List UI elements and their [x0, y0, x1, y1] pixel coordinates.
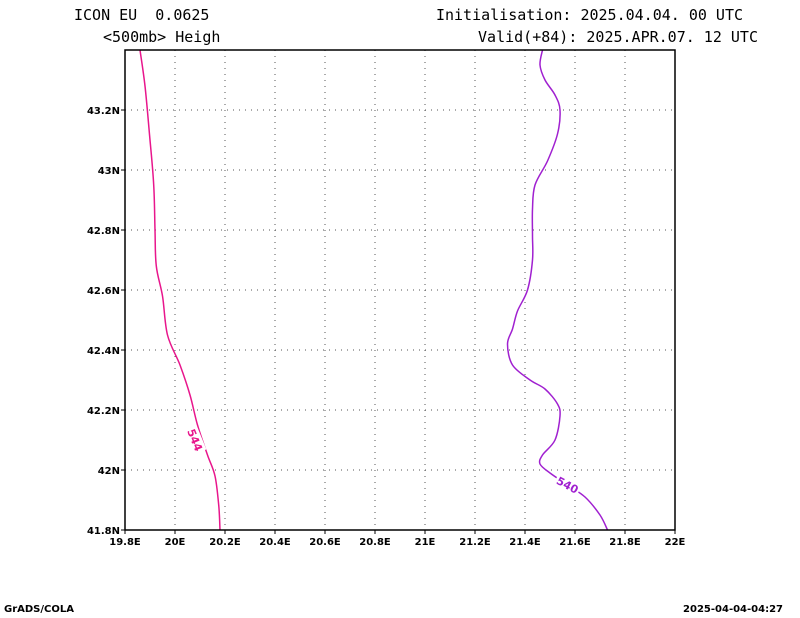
x-tick-label: 22E: [665, 537, 686, 548]
y-tick-label: 42.6N: [87, 286, 120, 297]
valid-time: Valid(+84): 2025.APR.07. 12 UTC: [478, 28, 758, 46]
y-tick-label: 43N: [98, 166, 120, 177]
y-tick-label: 42.4N: [87, 346, 120, 357]
model-title: ICON EU 0.0625: [74, 6, 210, 24]
initialisation-time: Initialisation: 2025.04.04. 00 UTC: [435, 6, 743, 24]
y-tick-label: 43.2N: [87, 106, 120, 117]
y-tick-label: 41.8N: [87, 526, 120, 537]
x-tick-label: 21E: [415, 537, 436, 548]
field-title: <500mb> Heigh: [103, 28, 221, 46]
x-axis-ticks: 19.8E 20E 20.2E 20.4E 20.6E 20.8E 21E 21.2E 21.4…: [109, 530, 686, 548]
x-tick-label: 20.8E: [359, 537, 391, 548]
x-tick-label: 20.6E: [309, 537, 341, 548]
x-tick-label: 20E: [165, 537, 186, 548]
y-tick-label: 42.2N: [87, 406, 120, 417]
x-tick-label: 21.8E: [609, 537, 641, 548]
x-tick-label: 21.4E: [509, 537, 541, 548]
x-tick-label: 21.2E: [459, 537, 491, 548]
x-tick-label: 20.2E: [209, 537, 241, 548]
x-tick-label: 20.4E: [259, 537, 291, 548]
y-tick-label: 42N: [98, 466, 120, 477]
plot-frame: [124, 49, 676, 531]
contour-label-bg: [552, 472, 583, 498]
footer-credit: GrADS/COLA: [4, 604, 74, 615]
contour-line-540: [506, 49, 609, 531]
x-tick-label: 19.8E: [109, 537, 141, 548]
y-axis-ticks: 41.8N 42N 42.2N 42.4N 42.6N 42.8N 43N 43.2N: [87, 106, 125, 537]
y-tick-label: 42.8N: [87, 226, 120, 237]
footer-timestamp: 2025-04-04-04:27: [683, 604, 783, 615]
contour-label-bg: [183, 425, 207, 455]
grid-lines: [125, 50, 675, 530]
x-tick-label: 21.6E: [559, 537, 591, 548]
contour-line-544: [139, 49, 221, 531]
